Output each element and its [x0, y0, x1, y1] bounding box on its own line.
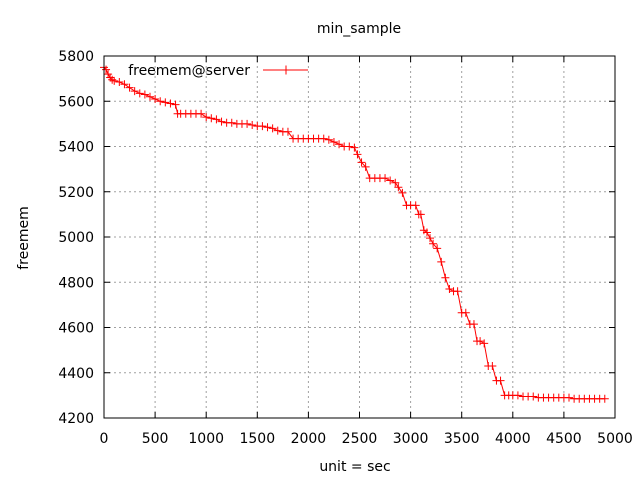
x-tick-label: 3500 — [444, 431, 480, 447]
data-point — [120, 80, 129, 89]
x-tick-label: 5000 — [597, 431, 633, 447]
data-point — [135, 89, 144, 98]
data-point — [565, 393, 574, 402]
data-point — [453, 287, 462, 296]
data-point — [104, 70, 113, 79]
y-axis-label: freemem — [16, 206, 32, 270]
x-tick-label: 1000 — [188, 431, 224, 447]
x-tick-label: 4000 — [495, 431, 531, 447]
data-point — [125, 83, 134, 92]
x-ticks: 0 500 1000 1500 2000 2500 3000 3500 4000 4500 5000 — [100, 56, 633, 447]
data-point — [496, 376, 505, 385]
data-point — [102, 65, 111, 74]
series-freemem — [100, 63, 609, 403]
data-point — [227, 118, 236, 127]
data-point — [391, 178, 400, 187]
legend-label: freemem@server — [128, 63, 250, 79]
data-point — [145, 92, 154, 101]
data-point — [258, 122, 267, 131]
data-point — [268, 124, 277, 133]
data-point — [476, 337, 485, 346]
y-ticks: 4200 4400 4600 4800 5000 5200 5400 5600 5800 — [58, 49, 615, 427]
y-tick-label: 5600 — [58, 94, 94, 110]
data-point — [386, 176, 395, 185]
data-point — [488, 361, 497, 370]
data-point — [319, 134, 328, 143]
data-point — [361, 162, 370, 171]
data-point — [469, 320, 478, 329]
data-point — [130, 87, 139, 96]
data-point — [461, 308, 470, 317]
y-tick-label: 4600 — [58, 321, 94, 337]
data-point — [441, 273, 450, 282]
data-point — [110, 76, 119, 85]
y-tick-label: 5200 — [58, 185, 94, 201]
data-point — [513, 391, 522, 400]
data-point — [273, 126, 282, 135]
x-tick-label: 500 — [142, 431, 169, 447]
series-line — [103, 66, 605, 400]
data-point — [350, 143, 359, 152]
data-point — [398, 188, 407, 197]
data-point — [108, 75, 117, 84]
y-tick-label: 4400 — [58, 366, 94, 382]
data-point — [329, 137, 338, 146]
chart-title: min_sample — [317, 21, 401, 37]
x-tick-label: 1500 — [239, 431, 275, 447]
y-tick-label: 5000 — [58, 230, 94, 246]
y-tick-label: 4200 — [58, 411, 94, 427]
data-point — [357, 158, 366, 167]
data-point — [207, 114, 216, 123]
data-point — [600, 394, 609, 403]
y-tick-label: 5400 — [58, 140, 94, 156]
data-point — [115, 78, 124, 87]
x-tick-label: 3000 — [393, 431, 429, 447]
data-point — [212, 115, 221, 124]
grid-lines — [104, 56, 615, 418]
data-point — [166, 99, 175, 108]
data-point — [335, 140, 344, 149]
data-point — [480, 339, 489, 348]
data-point — [529, 392, 538, 401]
data-point — [426, 234, 435, 243]
x-tick-label: 2500 — [342, 431, 378, 447]
data-point — [353, 150, 362, 159]
data-point — [171, 100, 180, 109]
data-point — [243, 119, 252, 128]
y-tick-label: 4800 — [58, 275, 94, 291]
data-point — [394, 183, 403, 192]
data-point — [324, 135, 333, 144]
data-point — [381, 174, 390, 183]
x-tick-label: 0 — [100, 431, 109, 447]
data-point — [411, 201, 420, 210]
data-point — [263, 123, 272, 132]
data-point — [156, 97, 165, 106]
data-point — [217, 117, 226, 126]
legend: freemem@server — [128, 63, 308, 79]
x-tick-label: 2000 — [291, 431, 327, 447]
data-point — [429, 239, 438, 248]
x-axis-label: unit = sec — [319, 459, 390, 475]
data-point — [202, 113, 211, 122]
data-point — [197, 109, 206, 118]
data-point — [161, 98, 170, 107]
legend-marker — [281, 65, 291, 75]
data-point — [422, 228, 431, 237]
data-point — [248, 121, 257, 130]
data-point — [416, 210, 425, 219]
data-point — [345, 142, 354, 151]
data-point — [283, 127, 292, 136]
data-point — [437, 257, 446, 266]
data-point — [151, 94, 160, 103]
data-point — [140, 90, 149, 99]
data-point — [433, 244, 442, 253]
y-tick-label: 5800 — [58, 49, 94, 65]
x-tick-label: 4500 — [546, 431, 582, 447]
data-point — [445, 285, 454, 294]
